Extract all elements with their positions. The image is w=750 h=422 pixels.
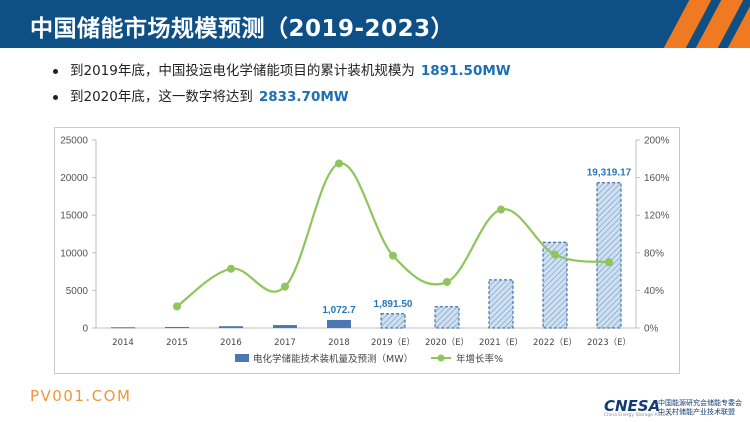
x-tick-label: 2016 (220, 338, 242, 348)
x-tick-label: 2021（E） (479, 337, 523, 348)
data-label: 19,319.17 (587, 168, 632, 179)
y-right-tick-label: 80% (644, 248, 664, 259)
bullet-dot-icon (53, 95, 58, 100)
title-banner: 中国储能市场规模预测（2019-2023） (0, 0, 750, 48)
y-right-tick-label: 0% (644, 324, 659, 335)
bullet-item: 到2020年底，这一数字将达到 2833.70MW (53, 84, 511, 110)
bar (273, 325, 297, 328)
legend-label-bar: 电化学储能技术装机量及预测（MW） (253, 353, 413, 365)
cnesa-logo: CNESA China Energy Storage Alliance 中国能源… (604, 397, 744, 419)
y-right-tick-label: 160% (644, 173, 670, 184)
bar (434, 306, 460, 329)
bar (488, 279, 514, 329)
legend-label-line: 年增长率% (456, 353, 503, 365)
y-left-tick-label: 5000 (66, 286, 89, 297)
bar (219, 326, 243, 328)
x-tick-label: 2022（E） (533, 337, 577, 348)
growth-rate-point (605, 258, 613, 267)
growth-rate-point (281, 282, 289, 291)
bullet-text: 到2019年底，中国投运电化学储能项目的累计装机规模为 (70, 63, 415, 79)
y-left-tick-label: 0 (82, 324, 88, 335)
y-right-tick-label: 200% (644, 136, 670, 147)
logo-org-names: 中国能源研究会储能专委会 中关村储能产业技术联盟 (658, 399, 742, 416)
y-right-tick-label: 120% (644, 211, 670, 222)
bullet-highlight-value: 1891.50MW (420, 63, 511, 79)
bullet-text: 到2020年底，这一数字将达到 (70, 89, 253, 105)
logo-name: CNESA (604, 397, 661, 415)
growth-rate-point (389, 251, 397, 260)
growth-rate-point (335, 159, 343, 168)
growth-rate-point (227, 264, 235, 273)
y-right-tick-label: 40% (644, 286, 664, 297)
chart-frame (54, 127, 680, 374)
logo-subtitle: China Energy Storage Alliance (604, 413, 673, 418)
x-tick-label: 2014 (112, 338, 134, 348)
bullet-dot-icon (53, 69, 58, 74)
legend-swatch-bar (235, 354, 249, 362)
growth-rate-point (443, 277, 451, 286)
page-title: 中国储能市场规模预测（2019-2023） (30, 16, 455, 42)
bullet-highlight-value: 2833.70MW (258, 89, 349, 105)
y-left-tick-label: 25000 (60, 136, 88, 147)
x-tick-label: 2015 (166, 338, 188, 348)
logo-org-line: 中关村储能产业技术联盟 (658, 407, 735, 416)
bar (380, 313, 406, 329)
y-left-tick-label: 15000 (60, 211, 88, 222)
bar (596, 182, 622, 329)
data-label: 1,891.50 (374, 299, 413, 310)
bar (165, 326, 189, 328)
growth-rate-point (497, 205, 505, 214)
growth-rate-point (173, 302, 181, 311)
x-tick-label: 2019（E） (371, 337, 415, 348)
x-tick-label: 2023（E） (587, 337, 631, 348)
bullet-item: 到2019年底，中国投运电化学储能项目的累计装机规模为 1891.50MW (53, 58, 511, 84)
logo-org-line: 中国能源研究会储能专委会 (658, 399, 742, 407)
growth-rate-point (551, 250, 559, 259)
bar (111, 327, 135, 329)
y-left-tick-label: 10000 (60, 248, 88, 259)
watermark: PV001.COM (30, 387, 132, 405)
x-tick-label: 2018 (328, 338, 350, 348)
x-tick-label: 2020（E） (425, 337, 469, 348)
x-tick-label: 2017 (274, 338, 296, 348)
growth-rate-line (176, 162, 610, 308)
legend-swatch-point (437, 354, 445, 362)
bullet-list: 到2019年底，中国投运电化学储能项目的累计装机规模为 1891.50MW 到20… (53, 58, 511, 110)
y-left-tick-label: 20000 (60, 173, 88, 184)
data-label: 1,072.7 (322, 305, 356, 316)
bar (327, 319, 351, 328)
